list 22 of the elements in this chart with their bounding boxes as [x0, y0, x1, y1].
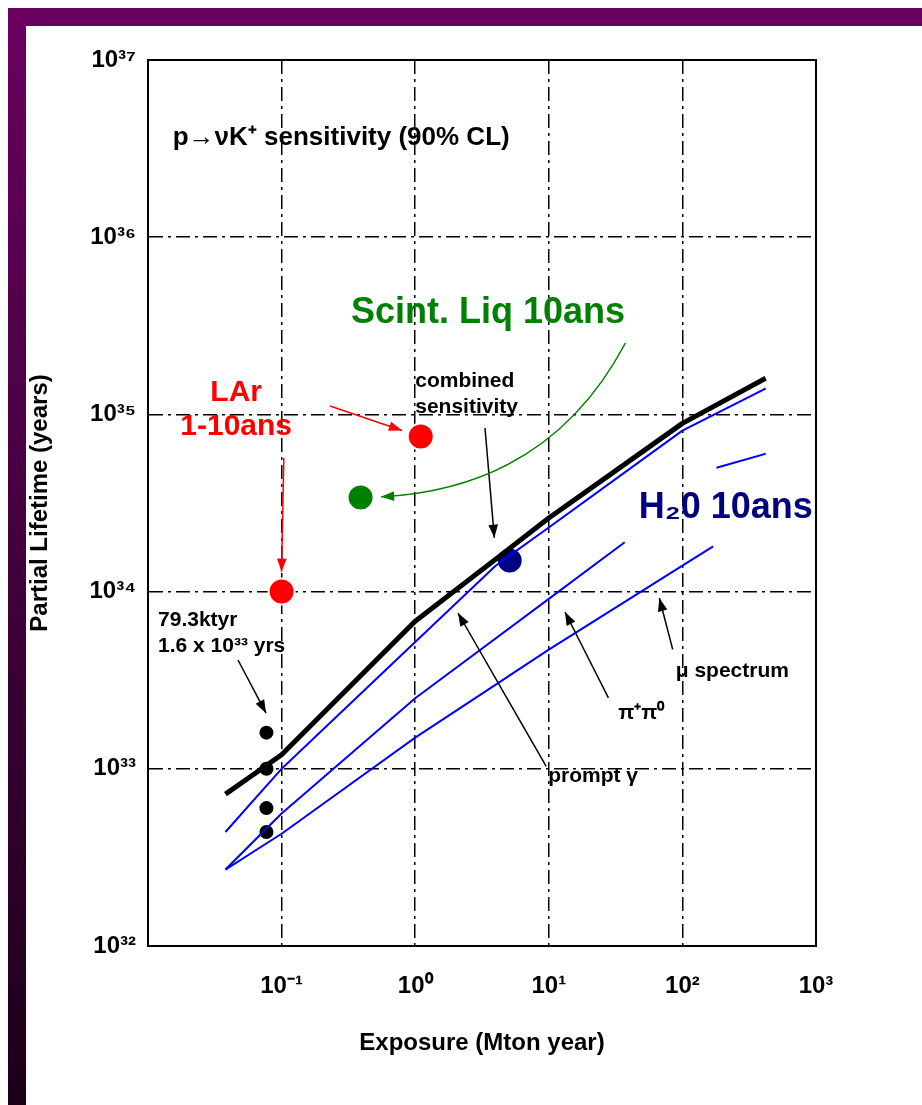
y-tick-label: 10³² [93, 930, 136, 958]
annotation: 79.3ktyr 1.6 x 10³³ yrs [158, 606, 286, 656]
y-tick-label: 10³⁶ [90, 221, 136, 249]
y-tick-label: 10³³ [93, 753, 136, 781]
y-tick-label: 10³⁷ [91, 44, 136, 72]
annotation: prompt γ [548, 762, 639, 786]
annotation: π⁺π⁰ [618, 699, 666, 723]
x-tick-label: 10² [665, 971, 700, 999]
text: Scint. Liq 10ans [350, 290, 626, 332]
y-axis-title: Partial Lifetime (years) [25, 374, 53, 632]
text: H₂0 10ans [638, 485, 813, 527]
x-tick-label: 10⁰ [397, 971, 434, 999]
x-tick-label: 10⁻¹ [260, 971, 303, 999]
y-tick-label: 10³⁴ [89, 576, 136, 604]
x-tick-label: 10³ [798, 971, 834, 999]
annotation: combined sensitivity [415, 367, 519, 417]
text: p→νK⁺ sensitivity (90% CL) [172, 121, 510, 152]
y-tick-label: 10³⁵ [90, 399, 136, 427]
legend-label: LAr 1-10ans [180, 374, 293, 442]
annotation: μ spectrum [675, 658, 789, 682]
x-tick-label: 10¹ [531, 971, 567, 999]
x-axis-title: Exposure (Mton year) [359, 1028, 605, 1056]
